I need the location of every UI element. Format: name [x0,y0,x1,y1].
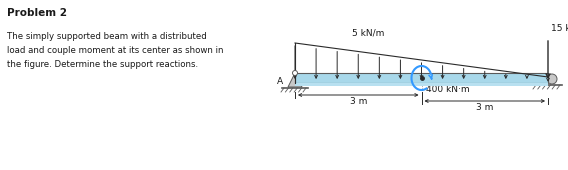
Bar [295,83,548,86]
Text: 3 m: 3 m [349,97,367,106]
Bar [295,73,548,83]
Circle shape [539,74,549,84]
Text: load and couple moment at its center as shown in: load and couple moment at its center as … [7,46,223,55]
Text: Problem 2: Problem 2 [7,8,67,18]
Text: 15 kN: 15 kN [551,24,568,33]
Text: The simply supported beam with a distributed: The simply supported beam with a distrib… [7,32,207,41]
Text: 5 kN/m: 5 kN/m [352,29,385,38]
Circle shape [547,74,557,84]
Circle shape [293,71,298,75]
Text: the figure. Determine the support reactions.: the figure. Determine the support reacti… [7,60,198,69]
Text: 400 kN·m: 400 kN·m [427,85,470,94]
Text: 3 m: 3 m [476,103,494,112]
Polygon shape [288,73,302,87]
Text: A: A [277,76,283,86]
